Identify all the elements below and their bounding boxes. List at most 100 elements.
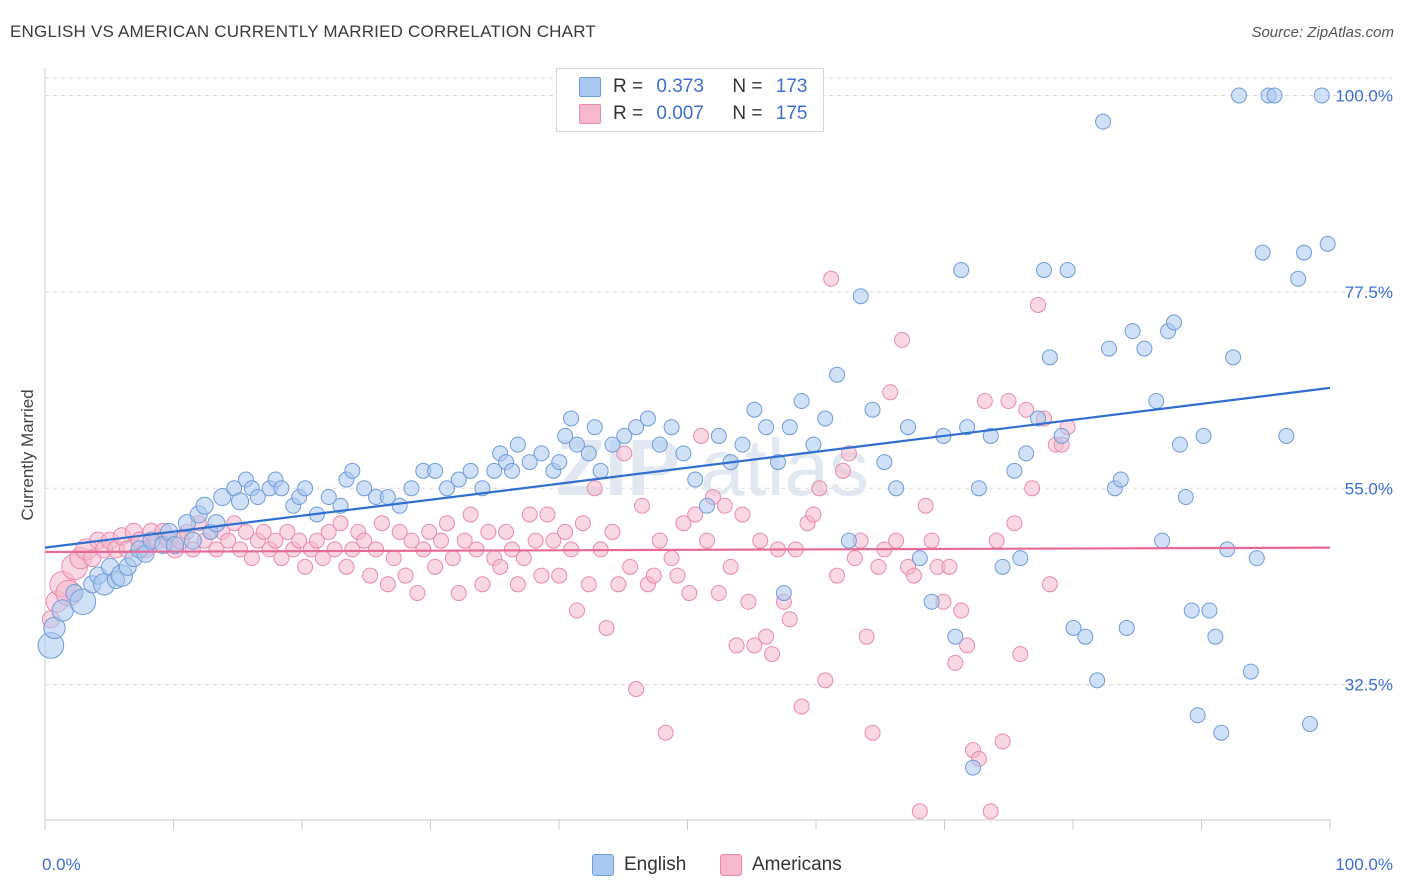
americans-point (1018, 401, 1035, 418)
english-point (1095, 113, 1112, 130)
americans-point (474, 576, 491, 593)
americans-point (397, 567, 414, 584)
english-point (521, 454, 538, 471)
americans-point (710, 585, 727, 602)
americans-point (982, 803, 999, 820)
english-point (1266, 87, 1283, 104)
english-point (1231, 87, 1248, 104)
americans-point (1030, 296, 1047, 313)
americans-point (917, 497, 934, 514)
english-point (1148, 392, 1165, 409)
americans-point (356, 532, 373, 549)
english-point (592, 462, 609, 479)
legend-r-label: R = (613, 76, 644, 97)
english-point (195, 496, 214, 515)
americans-point (326, 541, 343, 558)
americans-point (598, 619, 615, 636)
americans-point (722, 558, 739, 575)
english-point (1195, 427, 1212, 444)
y-tick-label: 55.0% (1345, 479, 1393, 498)
americans-point (291, 532, 308, 549)
americans-point (616, 445, 633, 462)
americans-point (385, 550, 402, 567)
legend-n-value: 173 (775, 76, 808, 97)
americans-point (846, 550, 863, 567)
english-point (840, 532, 857, 549)
english-point (320, 489, 337, 506)
americans-point (645, 567, 662, 584)
english-point (734, 436, 751, 453)
americans-point (864, 724, 881, 741)
americans-point (1012, 646, 1029, 663)
americans-point (574, 515, 591, 532)
english-point (1118, 619, 1135, 636)
americans-point (220, 532, 237, 549)
americans-point (237, 523, 254, 540)
english-point (947, 628, 964, 645)
english-point (1254, 244, 1271, 261)
americans-point (492, 558, 509, 575)
english-point (1041, 349, 1058, 366)
english-point (775, 585, 792, 602)
english-point (604, 436, 621, 453)
americans-point (480, 523, 497, 540)
english-point (1225, 349, 1242, 366)
english-point (781, 419, 798, 436)
english-point (970, 480, 987, 497)
english-point (817, 410, 834, 427)
bottom-legend-label-americans: Americans (752, 854, 842, 875)
english-point (923, 593, 940, 610)
americans-point (415, 541, 432, 558)
americans-point (793, 698, 810, 715)
americans-point (764, 646, 781, 663)
americans-point (232, 541, 249, 558)
english-point (852, 288, 869, 305)
english-point (1018, 445, 1035, 462)
americans-point (947, 654, 964, 671)
americans-point (870, 558, 887, 575)
english-point (568, 436, 585, 453)
americans-point (657, 724, 674, 741)
y-tick-label: 77.5% (1345, 283, 1393, 302)
english-point (639, 410, 656, 427)
americans-point (953, 602, 970, 619)
x-tick-label-max: 100.0% (1335, 855, 1393, 874)
americans-point (362, 567, 379, 584)
americans-point (243, 550, 260, 567)
americans-point (391, 523, 408, 540)
americans-point (332, 515, 349, 532)
y-tick-label: 32.5% (1345, 676, 1393, 695)
tick-labels: 32.5% 55.0% 77.5% 100.0% 0.0% 100.0% (42, 86, 1393, 874)
americans-point (580, 576, 597, 593)
americans-point (651, 532, 668, 549)
english-point (965, 759, 982, 776)
americans-point (781, 611, 798, 628)
english-point (1278, 427, 1295, 444)
americans-point (634, 497, 651, 514)
americans-point (403, 532, 420, 549)
americans-point (368, 541, 385, 558)
english-point (551, 454, 568, 471)
english-point (1301, 715, 1318, 732)
americans-point (911, 803, 928, 820)
americans-point (834, 462, 851, 479)
legend: R = 0.373 N = 173 R = 0.007 N = 175 (556, 68, 824, 132)
english-point (710, 427, 727, 444)
english-point (207, 514, 226, 533)
americans-point (344, 541, 361, 558)
y-tick-label: 100.0% (1335, 86, 1393, 105)
legend-n-label: N = (732, 76, 763, 97)
americans-point (533, 567, 550, 584)
english-point (1201, 602, 1218, 619)
americans-point (628, 681, 645, 698)
americans-point (421, 523, 438, 540)
americans-point (521, 506, 538, 523)
english-point (793, 392, 810, 409)
english-point (1313, 87, 1330, 104)
americans-point (728, 637, 745, 654)
americans-point (734, 506, 751, 523)
americans-point (829, 567, 846, 584)
english-point (1006, 462, 1023, 479)
english-point (450, 471, 467, 488)
